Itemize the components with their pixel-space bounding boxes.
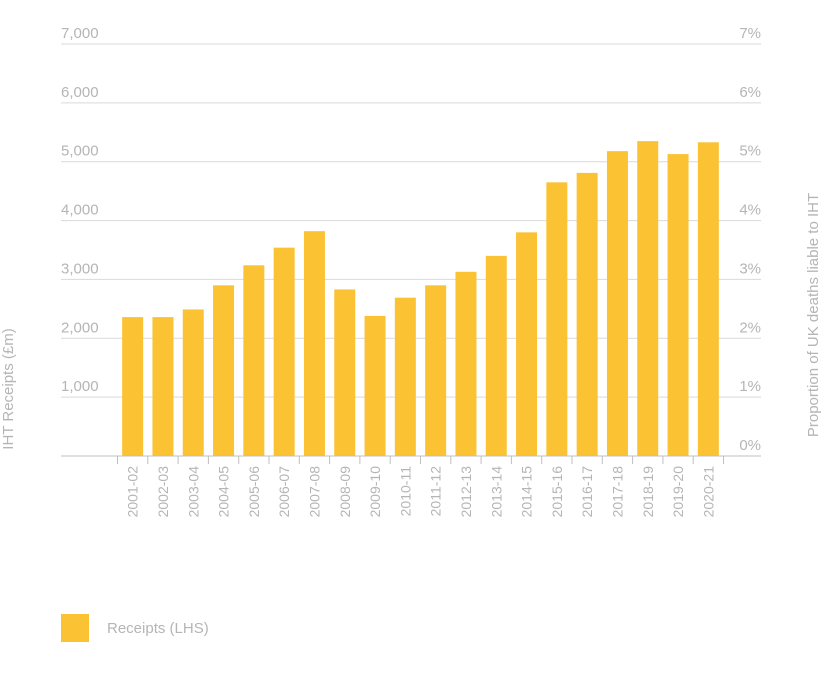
bar	[546, 182, 568, 457]
bar	[697, 142, 719, 456]
bar	[455, 271, 477, 456]
x-tick-label: 2003-04	[185, 466, 201, 518]
y-tick-label: 5,000	[61, 143, 99, 160]
x-tick-label: 2005-06	[246, 466, 262, 518]
y-tick-label: 2,000	[61, 319, 99, 336]
bar	[273, 247, 295, 456]
bar	[576, 172, 598, 456]
y-tick-label: 7,000	[61, 25, 99, 42]
y-tick-label: 1,000	[61, 378, 99, 395]
bars	[122, 141, 719, 457]
x-tick-label: 2001-02	[125, 466, 141, 518]
bar	[152, 317, 174, 456]
x-tick-label: 2014-15	[519, 466, 535, 518]
right-y-axis-ticks: 0% 1% 2% 3% 4% 5% 6% 7%	[739, 25, 761, 454]
right-y-tick-label: 3%	[739, 260, 761, 277]
x-tick-label: 2017-18	[609, 466, 625, 518]
right-y-tick-label: 5%	[739, 143, 761, 160]
right-y-tick-label: 4%	[739, 202, 761, 219]
bar	[334, 289, 356, 456]
right-y-tick-label: 6%	[739, 84, 761, 101]
bar	[425, 285, 447, 456]
right-y-tick-label: 7%	[739, 25, 761, 42]
legend-label-receipts: Receipts (LHS)	[107, 619, 209, 637]
x-tick-label: 2004-05	[216, 466, 232, 518]
gridlines	[61, 43, 761, 398]
x-tick-label: 2011-12	[428, 466, 444, 517]
y-tick-label: 6,000	[61, 84, 99, 101]
right-y-tick-label: 2%	[739, 319, 761, 336]
x-tick-label: 2010-11	[397, 466, 413, 517]
x-tick-label: 2007-08	[306, 466, 322, 518]
bar	[485, 255, 507, 456]
bar	[182, 309, 204, 456]
y-tick-label: 4,000	[61, 202, 99, 219]
right-y-tick-label: 0%	[739, 437, 761, 454]
y-tick-label: 3,000	[61, 260, 99, 277]
bar	[606, 151, 628, 456]
bar	[667, 154, 689, 456]
bar	[364, 315, 386, 456]
bar	[637, 141, 659, 456]
x-tick-label: 2006-07	[276, 466, 292, 518]
x-tick-label: 2008-09	[337, 466, 353, 518]
bar	[303, 231, 325, 456]
right-y-axis-title: Proportion of UK deaths liable to IHT	[805, 193, 822, 437]
legend: Receipts (LHS)	[61, 614, 209, 642]
x-tick-label: 2020-21	[700, 466, 716, 518]
bar	[243, 265, 265, 456]
x-tick-label: 2012-13	[458, 466, 474, 518]
left-y-axis-title: IHT Receipts (£m)	[0, 328, 17, 449]
x-tick-label: 2009-10	[367, 466, 383, 518]
x-tick-label: 2013-14	[488, 466, 504, 518]
x-axis-ticks: 2001-02 2002-03 2003-04 2004-05 2005-06 2006-…	[117, 456, 724, 518]
bar	[516, 232, 538, 456]
bar	[394, 297, 416, 456]
x-tick-label: 2002-03	[155, 466, 171, 518]
x-tick-label: 2019-20	[670, 466, 686, 518]
bar	[213, 285, 235, 456]
legend-swatch-receipts	[61, 614, 89, 642]
x-tick-label: 2018-19	[640, 466, 656, 518]
bar	[122, 317, 144, 456]
right-y-tick-label: 1%	[739, 378, 761, 395]
x-tick-label: 2016-17	[579, 466, 595, 518]
x-tick-label: 2015-16	[549, 466, 565, 518]
left-y-axis-ticks: 1,000 2,000 3,000 4,000 5,000 6,000 7,000	[61, 25, 99, 395]
